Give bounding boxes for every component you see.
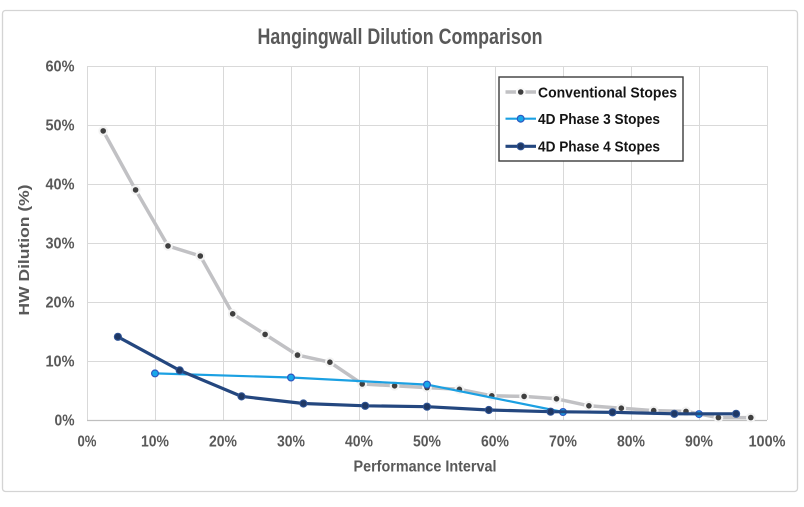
svg-text:30%: 30% (277, 433, 305, 450)
svg-text:10%: 10% (141, 433, 169, 450)
svg-text:0%: 0% (78, 433, 97, 450)
svg-text:50%: 50% (413, 433, 441, 450)
svg-text:Performance Interval: Performance Interval (354, 459, 497, 476)
svg-text:60%: 60% (481, 433, 509, 450)
svg-text:80%: 80% (617, 433, 645, 450)
svg-text:20%: 20% (209, 433, 237, 450)
svg-text:40%: 40% (345, 433, 373, 450)
svg-text:4D Phase 4 Stopes: 4D Phase 4 Stopes (538, 139, 660, 156)
svg-text:HW Dilution (%): HW Dilution (%) (16, 185, 33, 316)
svg-text:30%: 30% (46, 236, 75, 253)
svg-text:20%: 20% (46, 295, 75, 312)
svg-text:4D Phase 3 Stopes: 4D Phase 3 Stopes (538, 111, 660, 128)
svg-text:50%: 50% (46, 118, 75, 135)
svg-text:60%: 60% (46, 59, 75, 76)
svg-text:10%: 10% (46, 354, 75, 371)
svg-text:100%: 100% (749, 433, 786, 450)
svg-text:0%: 0% (55, 413, 75, 430)
svg-text:40%: 40% (46, 177, 75, 194)
svg-text:70%: 70% (549, 433, 577, 450)
svg-text:90%: 90% (685, 433, 713, 450)
svg-text:Hangingwall Dilution Compariso: Hangingwall Dilution Comparison (258, 24, 543, 49)
svg-text:Conventional Stopes: Conventional Stopes (538, 84, 677, 101)
